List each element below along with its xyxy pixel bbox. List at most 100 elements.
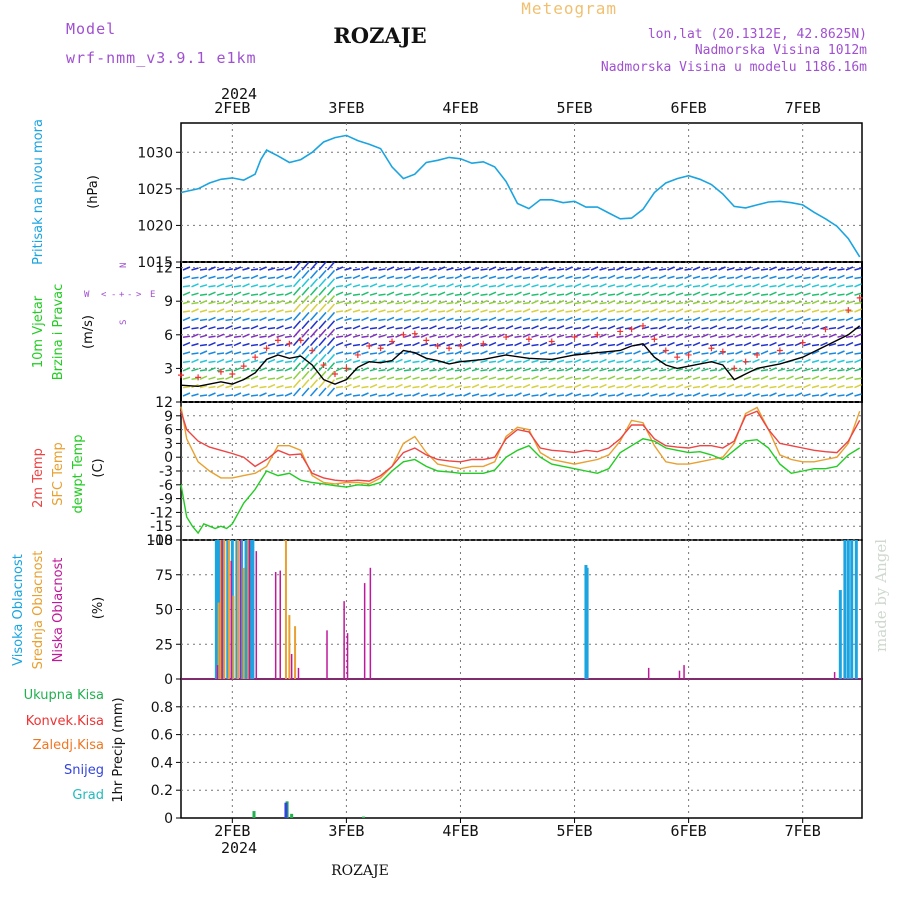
wind-arrow [395, 393, 403, 397]
wind-arrow [446, 267, 454, 271]
wind-arrow [565, 291, 573, 296]
wind-arrow [582, 284, 590, 288]
y-tick-label: 6 [164, 423, 173, 439]
wind-arrow [718, 316, 726, 322]
wind-arrow [505, 284, 514, 288]
wind-arrow [182, 367, 191, 372]
y-tick-label: 1030 [137, 145, 173, 161]
wind-arrow [292, 345, 302, 355]
wind-arrow [794, 392, 803, 397]
wind-arrow [794, 291, 803, 296]
wind-arrow [565, 376, 573, 380]
wind-arrow [811, 318, 820, 322]
wind-arrow [514, 310, 522, 313]
wind-arrow [199, 293, 208, 296]
wind-arrow [361, 310, 369, 313]
wind-arrow [309, 353, 319, 363]
wind-arrow [760, 343, 769, 347]
wind-arrow [514, 367, 522, 372]
wind-arrow [828, 301, 837, 305]
wind-arrow [803, 283, 811, 288]
wind-arrow [361, 300, 369, 305]
wind-arrow [701, 317, 709, 322]
wind-arrow [505, 325, 514, 330]
wind-arrow [335, 335, 344, 338]
wind-arrow [726, 352, 735, 355]
wind-arrow [225, 375, 233, 380]
wind-arrow [335, 291, 344, 296]
wind-arrow [488, 326, 497, 330]
wind-arrow [760, 350, 769, 355]
y-tick-label: 12 [155, 261, 173, 277]
wind-gust-mark [178, 372, 184, 379]
wind-arrow [378, 325, 386, 330]
wind-arrow [624, 301, 633, 305]
wind-arrow [590, 310, 599, 313]
y-tick-label: 6 [164, 328, 173, 344]
wind-arrow [752, 308, 760, 313]
wind-arrow [429, 293, 437, 296]
wind-arrow [208, 285, 216, 288]
cloud-low-bar [369, 567, 372, 679]
wind-arrow [395, 267, 403, 271]
wind-gust-mark [366, 343, 373, 349]
wind-arrow [488, 335, 497, 338]
wind-arrow [208, 376, 216, 380]
wind-arrow [199, 274, 208, 280]
wind-arrow [692, 316, 701, 322]
wind-arrow [267, 276, 276, 280]
wind-arrow [429, 325, 437, 330]
wind-arrow [624, 352, 633, 355]
wind-arrow [811, 284, 820, 288]
wind-arrow [845, 316, 854, 322]
wind-arrow [820, 392, 828, 397]
wind-arrow [378, 350, 386, 355]
wind-arrow [769, 351, 777, 355]
wind-arrow [820, 285, 828, 288]
wind-arrow [505, 274, 514, 280]
wind-gust-mark [252, 354, 259, 361]
wind-arrow [718, 285, 726, 288]
wind-arrow [309, 303, 319, 313]
wind-arrow [463, 326, 471, 330]
wind-arrow [531, 284, 539, 288]
wind-arrow [446, 292, 454, 296]
wind-arrow [743, 385, 752, 389]
wind-arrow [718, 341, 726, 347]
wind-arrow [318, 311, 327, 321]
wind-arrow [709, 325, 718, 330]
wind-arrow [463, 291, 471, 296]
wind-arrow [225, 293, 233, 296]
wind-arrow [208, 341, 216, 347]
wind-arrow [437, 316, 446, 322]
wind-arrow [786, 369, 794, 372]
wind-arrow [607, 299, 616, 305]
wind-arrow [446, 342, 454, 347]
wind-arrow [565, 316, 573, 322]
wind-arrow [811, 299, 820, 305]
wind-arrow [548, 393, 556, 397]
y-tick-label: 0.4 [151, 755, 173, 771]
wind-arrow [309, 379, 319, 389]
wind-arrow [225, 350, 233, 355]
wind-arrow [412, 275, 420, 280]
wind-arrow [301, 370, 310, 380]
wind-arrow [811, 274, 820, 280]
wind-arrow [828, 383, 837, 389]
wind-arrow [488, 285, 497, 288]
wind-arrow [403, 375, 412, 380]
wind-arrow [514, 291, 522, 296]
wind-arrow [641, 376, 650, 380]
wind-arrow [335, 300, 344, 305]
wind-arrow [446, 393, 454, 397]
wind-arrow [199, 384, 208, 389]
wind-arrow [803, 276, 811, 280]
wind-arrow [845, 360, 854, 364]
wind-arrow [208, 335, 216, 338]
wind-arrow [650, 317, 658, 322]
wind-arrow [624, 333, 633, 338]
wind-arrow [259, 385, 267, 389]
wind-gust-mark [217, 368, 224, 375]
wind-arrow [412, 326, 420, 330]
wind-arrow [395, 383, 403, 389]
